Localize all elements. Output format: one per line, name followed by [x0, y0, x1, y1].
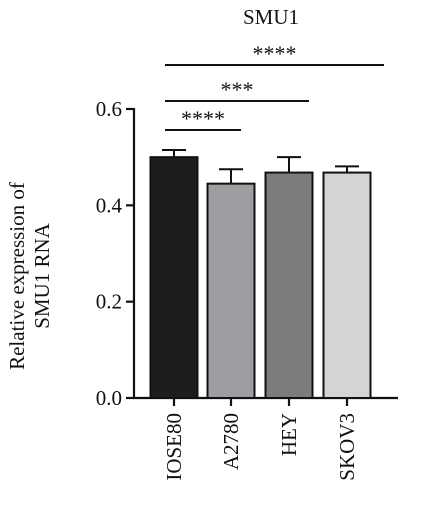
y-tick-label: 0.4 [96, 193, 123, 217]
bar-skov3 [322, 171, 372, 399]
y-axis-label-line-2: SMU1 RNA [30, 222, 54, 328]
bar-iose80 [149, 156, 199, 399]
y-axis-label: Relative expression of SMU1 RNA [5, 182, 54, 370]
significance-label: *** [221, 77, 254, 102]
y-tick-label: 0.2 [96, 290, 122, 314]
significance-label: **** [253, 41, 297, 66]
x-tick-label: SKOV3 [335, 413, 359, 481]
bar-hey [264, 171, 314, 399]
bar-a2780 [206, 182, 256, 399]
x-tick-label: IOSE80 [162, 413, 186, 481]
y-tick-label: 0.6 [96, 97, 122, 121]
significance-label: **** [181, 106, 225, 131]
y-axis-label-line-1: Relative expression of [5, 182, 29, 370]
y-tick-label: 0.0 [96, 386, 122, 410]
x-tick-label: HEY [277, 413, 301, 456]
chart-title: SMU1 [243, 5, 299, 29]
x-tick-label: A2780 [219, 413, 243, 470]
